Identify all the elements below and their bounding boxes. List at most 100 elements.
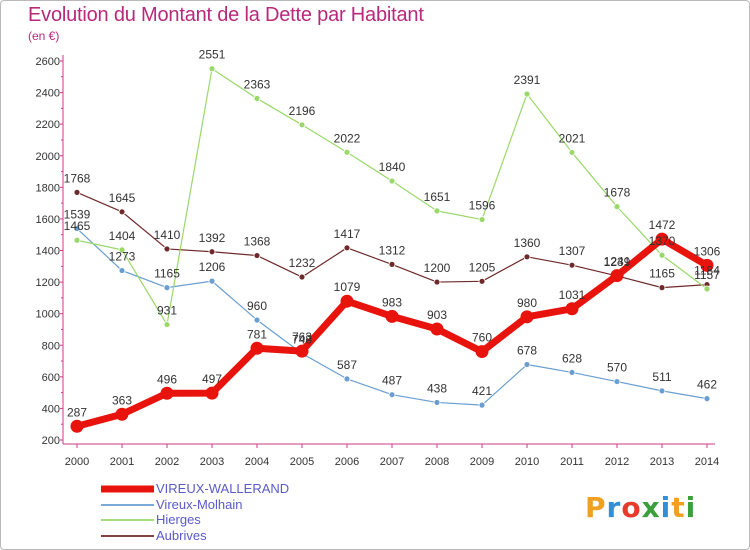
- logo-letter: i: [660, 491, 672, 524]
- data-label: 628: [562, 351, 582, 365]
- logo-letter: i: [685, 491, 697, 524]
- data-label: 1206: [199, 260, 226, 274]
- data-point: [478, 277, 486, 285]
- data-label: 1539: [64, 208, 91, 222]
- x-tick-label: 2003: [200, 456, 224, 468]
- data-label: 511: [652, 370, 671, 384]
- x-tick-label: 2002: [155, 456, 179, 468]
- data-label: 1768: [64, 171, 91, 185]
- x-tick-label: 2013: [650, 456, 674, 468]
- data-point: [433, 207, 441, 215]
- data-point: [523, 90, 531, 98]
- data-label: 1157: [694, 268, 720, 282]
- data-label: 1417: [334, 227, 361, 241]
- data-point: [73, 188, 81, 196]
- data-point: [208, 65, 216, 73]
- data-point: [475, 345, 489, 359]
- data-label: 1165: [649, 267, 675, 281]
- data-label: 1184: [694, 264, 720, 278]
- data-label: 2391: [514, 73, 541, 87]
- x-tick-label: 2000: [65, 456, 89, 468]
- data-label: 931: [157, 304, 177, 318]
- chart-title: Evolution du Montant de la Dette par Hab…: [28, 4, 424, 26]
- data-label: 2021: [559, 131, 586, 145]
- data-label: 1392: [199, 231, 226, 245]
- data-point: [343, 244, 351, 252]
- data-point: [253, 316, 261, 324]
- data-point: [433, 399, 441, 406]
- data-point: [568, 149, 576, 156]
- data-point: [520, 310, 534, 324]
- data-point: [295, 344, 309, 358]
- data-point: [568, 261, 576, 269]
- logo-letter: t: [671, 491, 686, 524]
- y-tick-label: 1600: [36, 214, 60, 226]
- data-point: [160, 386, 174, 400]
- data-point: [613, 378, 621, 385]
- data-label: 1645: [109, 191, 136, 205]
- data-label: 1079: [334, 280, 361, 294]
- data-label: 462: [697, 378, 717, 392]
- legend-label: Aubrives: [156, 528, 207, 543]
- data-label: 1200: [424, 261, 451, 275]
- data-label: 1360: [514, 236, 541, 250]
- data-label: 980: [517, 296, 537, 310]
- data-point: [118, 208, 126, 216]
- data-label: 496: [157, 372, 177, 386]
- x-tick-label: 2001: [110, 456, 134, 468]
- data-label: 1596: [469, 199, 496, 213]
- data-label: 2196: [289, 104, 316, 118]
- data-point: [388, 260, 396, 268]
- data-label: 983: [382, 295, 402, 309]
- y-tick-label: 2600: [36, 56, 60, 68]
- logo-letter: x: [641, 491, 661, 524]
- data-point: [568, 369, 576, 376]
- data-point: [70, 419, 84, 433]
- data-point: [658, 251, 666, 259]
- x-tick-label: 2008: [425, 456, 449, 468]
- data-label: 1307: [559, 244, 586, 258]
- y-tick-label: 200: [42, 435, 60, 447]
- data-label: 903: [427, 308, 447, 322]
- y-tick-label: 2000: [36, 151, 60, 163]
- data-point: [253, 95, 261, 102]
- data-point: [163, 245, 171, 253]
- data-label: 1840: [379, 160, 406, 174]
- data-point: [565, 302, 579, 316]
- y-tick-label: 600: [42, 372, 60, 384]
- data-label: 570: [607, 361, 627, 375]
- data-label: 1678: [604, 186, 631, 200]
- x-tick-label: 2014: [695, 456, 719, 468]
- legend-label: Hierges: [156, 512, 201, 527]
- y-tick-label: 1800: [36, 182, 60, 194]
- data-point: [343, 375, 351, 383]
- data-point: [385, 309, 399, 323]
- chart-subtitle: (en €): [28, 29, 60, 43]
- data-point: [613, 203, 621, 210]
- data-label: 2363: [244, 77, 271, 91]
- data-point: [610, 269, 624, 283]
- data-point: [73, 225, 81, 232]
- x-tick-label: 2011: [560, 456, 584, 468]
- data-label: 438: [427, 381, 447, 395]
- legend-label: VIREUX-WALLERAND: [156, 481, 289, 496]
- data-label: 1306: [694, 244, 721, 258]
- data-label: 760: [472, 331, 492, 345]
- data-label: 1205: [469, 260, 496, 274]
- data-point: [478, 216, 486, 223]
- data-point: [298, 121, 306, 129]
- data-label: 678: [517, 344, 537, 358]
- proxiti-logo: Proxiti: [585, 491, 696, 524]
- data-point: [115, 407, 129, 421]
- x-tick-label: 2005: [290, 456, 314, 468]
- logo-letter: r: [606, 491, 622, 524]
- y-tick-label: 2400: [36, 88, 60, 100]
- data-point: [208, 277, 216, 285]
- data-label: 748: [292, 332, 312, 346]
- data-point: [298, 273, 306, 281]
- data-label: 1410: [154, 228, 181, 242]
- data-label: 487: [382, 374, 402, 388]
- data-point: [703, 395, 711, 403]
- data-label: 1368: [244, 235, 271, 249]
- data-label: 363: [112, 393, 132, 407]
